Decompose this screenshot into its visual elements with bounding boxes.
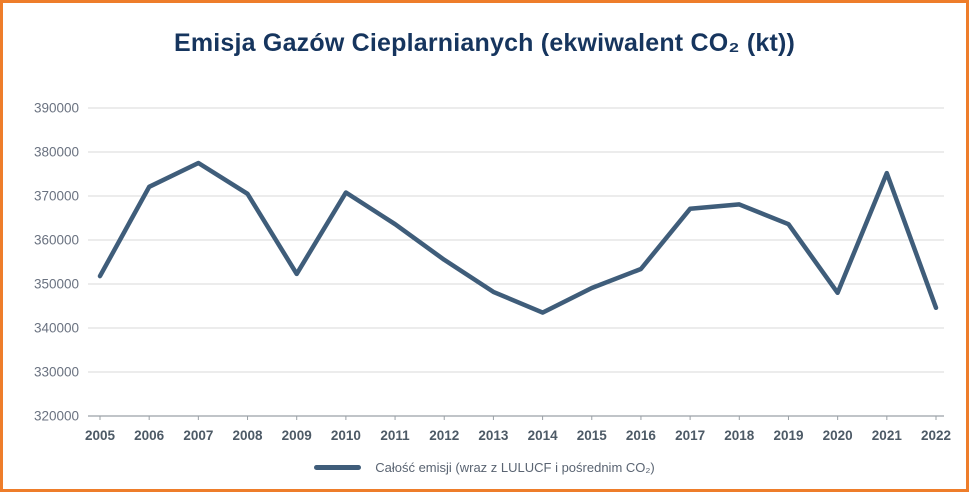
y-tick-label: 330000	[34, 365, 79, 380]
x-tick-label: 2016	[626, 428, 657, 443]
y-tick-label: 390000	[34, 101, 79, 116]
x-tick-label: 2022	[921, 428, 951, 443]
chart-title: Emisja Gazów Cieplarnianych (ekwiwalent …	[173, 29, 796, 57]
x-tick-label: 2017	[675, 428, 705, 443]
x-tick-label: 2020	[823, 428, 853, 443]
x-tick-label: 2006	[134, 428, 165, 443]
x-tick-label: 2014	[528, 428, 559, 443]
line-chart-plot: 320000 330000 340000 350000 360000 370000 3800…	[34, 101, 951, 444]
x-tick-label: 2005	[85, 428, 116, 443]
x-tick-label: 2019	[773, 428, 803, 443]
x-tick-label: 2009	[282, 428, 312, 443]
y-tick-label: 380000	[34, 145, 79, 160]
legend-line-swatch	[314, 465, 362, 470]
y-tick-label: 340000	[34, 321, 79, 336]
chart-legend: Całość emisji (wraz z LULUCF i pośrednim…	[3, 460, 966, 475]
x-tick-label: 2018	[724, 428, 755, 443]
x-tick-label: 2021	[872, 428, 903, 443]
x-tick-label: 2008	[233, 428, 264, 443]
legend-label: Całość emisji (wraz z LULUCF i pośrednim…	[375, 460, 655, 475]
y-tick-label: 360000	[34, 233, 79, 248]
y-tick-label: 350000	[34, 277, 79, 292]
y-tick-label: 370000	[34, 189, 79, 204]
y-tick-label: 320000	[34, 409, 79, 424]
x-tick-label: 2010	[331, 428, 361, 443]
x-tick-label: 2012	[429, 428, 459, 443]
x-tick-label: 2015	[577, 428, 608, 443]
x-tick-label: 2007	[183, 428, 213, 443]
emissions-line	[97, 160, 939, 315]
x-tick-label: 2011	[380, 428, 410, 443]
x-tick-label: 2013	[478, 428, 509, 443]
